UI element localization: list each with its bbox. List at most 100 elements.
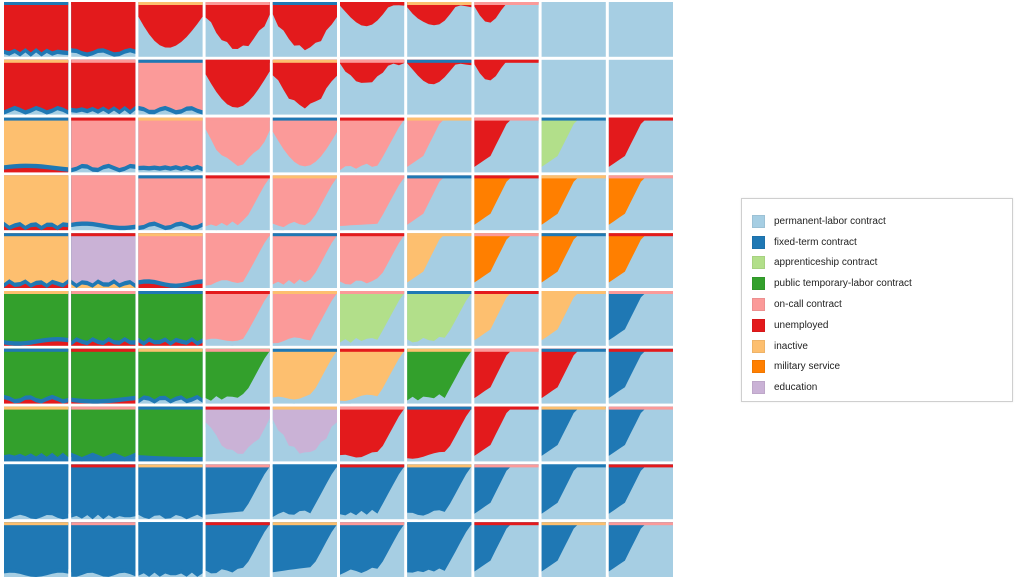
state-area-accent xyxy=(608,464,673,468)
legend-item: inactive xyxy=(752,336,1012,357)
grid-cell xyxy=(541,522,606,577)
state-area-accent xyxy=(340,464,405,468)
grid-cell xyxy=(474,59,539,115)
state-area-accent xyxy=(541,348,606,352)
grid-cell xyxy=(608,348,673,404)
state-area-accent xyxy=(4,406,69,410)
state-area-accent xyxy=(71,117,136,121)
state-area-accent xyxy=(138,2,203,5)
state-area-accent xyxy=(340,348,405,352)
state-area-main xyxy=(205,233,270,286)
state-area-accent xyxy=(272,117,337,121)
grid-cell xyxy=(608,291,673,346)
state-area-accent xyxy=(4,291,69,294)
cell-background-area xyxy=(608,59,673,115)
legend-list: permanent-labor contract fixed-term contr… xyxy=(742,199,1012,398)
state-area-accent xyxy=(474,117,539,121)
state-area-accent xyxy=(474,464,539,468)
state-area-accent xyxy=(340,291,405,294)
state-area-main xyxy=(205,117,270,166)
grid-cell xyxy=(138,522,203,577)
state-area-accent xyxy=(541,175,606,179)
state-area-main xyxy=(205,522,270,574)
grid-cell xyxy=(71,464,136,520)
grid-cell xyxy=(205,291,270,346)
grid-cell xyxy=(340,406,405,462)
grid-cell xyxy=(407,59,472,115)
state-area-accent xyxy=(4,233,69,237)
cell-background-area xyxy=(541,59,606,115)
state-area-accent xyxy=(138,348,203,352)
grid-cell xyxy=(474,175,539,231)
state-area-accent xyxy=(205,117,270,121)
state-area-accent xyxy=(608,522,673,526)
state-area-main xyxy=(4,175,69,226)
state-area-main xyxy=(205,175,270,227)
grid-cell xyxy=(474,348,539,404)
state-area-accent xyxy=(407,175,472,179)
cell-background-area xyxy=(608,2,673,57)
state-area-main xyxy=(272,348,337,400)
state-area-main xyxy=(608,117,673,167)
state-area-main xyxy=(71,117,136,168)
grid-cell xyxy=(608,233,673,288)
state-area-accent xyxy=(138,464,203,468)
grid-cell xyxy=(138,406,203,462)
state-area-accent xyxy=(541,117,606,121)
state-area-accent xyxy=(272,522,337,526)
state-area-main xyxy=(407,348,472,401)
state-area-accent xyxy=(272,348,337,352)
grid-cell xyxy=(474,406,539,462)
state-area-main xyxy=(541,117,606,167)
grid-cell xyxy=(340,117,405,173)
state-area-accent xyxy=(407,59,472,63)
state-area-accent xyxy=(340,59,405,63)
state-area-main xyxy=(407,2,472,26)
grid-cell xyxy=(608,117,673,173)
state-area-main xyxy=(340,464,405,516)
state-area-accent xyxy=(4,348,69,352)
grid-cell xyxy=(272,233,337,288)
grid-cell xyxy=(608,59,673,115)
state-area-main xyxy=(407,233,472,283)
grid-cell xyxy=(4,291,69,346)
grid-cell xyxy=(272,59,337,115)
state-area-main xyxy=(71,175,136,226)
legend-label: public temporary-labor contract xyxy=(774,278,912,290)
state-area-accent xyxy=(4,522,69,526)
grid-cell xyxy=(340,175,405,231)
state-area-main xyxy=(4,406,69,457)
state-area-accent xyxy=(340,117,405,121)
state-area-accent xyxy=(71,348,136,352)
state-area-main xyxy=(541,233,606,283)
state-area-main xyxy=(71,2,136,53)
grid-cell xyxy=(340,233,405,288)
legend-item: military service xyxy=(752,357,1012,378)
legend-swatch xyxy=(752,339,765,353)
grid-cell xyxy=(474,233,539,288)
grid-cell xyxy=(4,59,69,115)
state-area-main xyxy=(474,2,539,23)
state-area-main xyxy=(205,59,270,108)
state-area-main xyxy=(4,348,69,400)
state-area-accent xyxy=(205,348,270,352)
grid-cell xyxy=(205,117,270,173)
grid-cell xyxy=(407,117,472,173)
state-area-accent xyxy=(205,291,270,294)
grid-cell xyxy=(272,117,337,173)
state-area-main xyxy=(340,406,405,458)
grid-cell xyxy=(541,291,606,346)
state-area-accent xyxy=(541,464,606,468)
state-area-main xyxy=(407,464,472,516)
state-area-main xyxy=(272,406,337,454)
grid-cell xyxy=(340,291,405,346)
state-area-accent xyxy=(71,233,136,237)
state-area-accent xyxy=(407,348,472,352)
state-area-main xyxy=(407,406,472,459)
state-area-main xyxy=(608,522,673,572)
state-area-accent xyxy=(272,2,337,5)
grid-cell xyxy=(71,233,136,288)
state-area-main xyxy=(272,59,337,109)
state-area-accent xyxy=(407,233,472,237)
state-area-main xyxy=(608,464,673,514)
